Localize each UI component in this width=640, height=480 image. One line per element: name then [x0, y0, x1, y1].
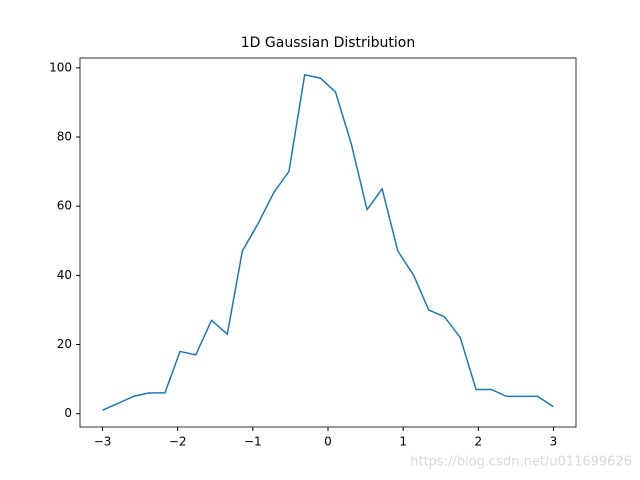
y-tick-label: 60	[57, 199, 72, 213]
x-tick-label: 1	[399, 435, 407, 449]
y-tick-label: 40	[57, 268, 72, 282]
watermark: https://blog.csdn.net/u011699626	[410, 455, 632, 470]
data-line	[102, 73, 554, 411]
y-tick-label: 80	[57, 130, 72, 144]
y-tick-label: 20	[57, 337, 72, 351]
chart-title: 1D Gaussian Distribution	[241, 35, 416, 51]
x-tick-label: 2	[474, 435, 482, 449]
x-tick-label: −1	[244, 435, 262, 449]
x-tick-label: 3	[550, 435, 558, 449]
y-tick-label: 100	[49, 60, 72, 74]
x-tick-label: 0	[324, 435, 332, 449]
x-tick-label: −3	[94, 435, 112, 449]
x-tick-label: −2	[169, 435, 187, 449]
y-tick-label: 0	[64, 406, 72, 420]
plot-frame	[79, 57, 577, 428]
